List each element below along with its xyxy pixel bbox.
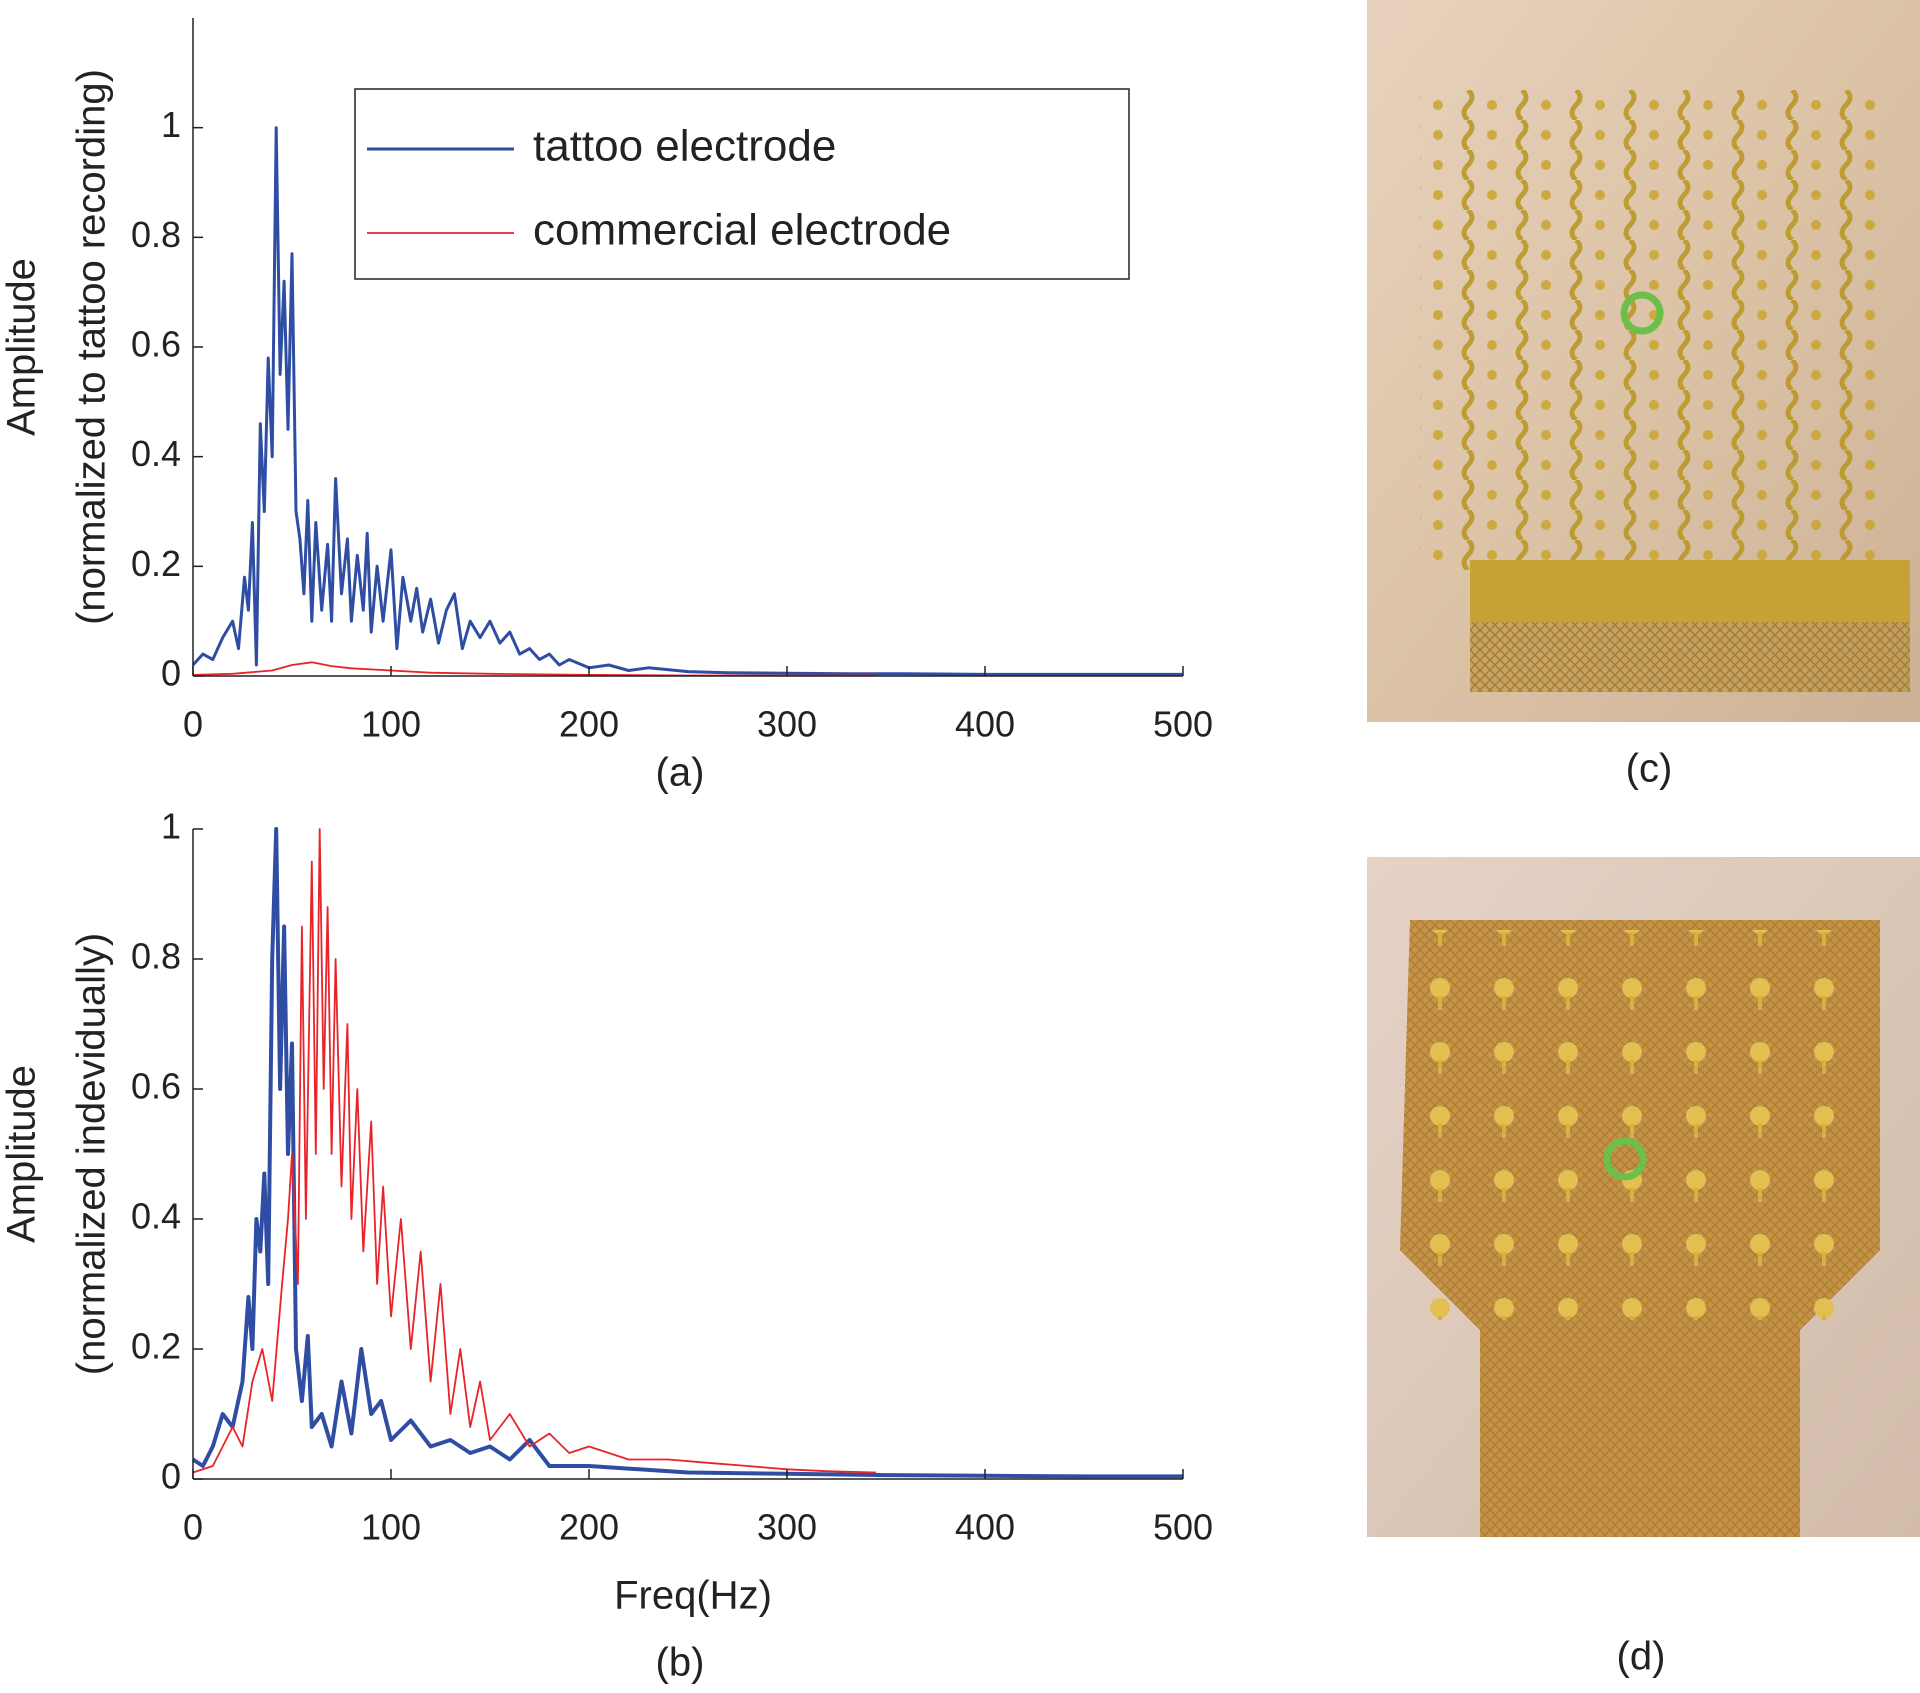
y-tick-label: 0.4 xyxy=(131,433,181,474)
y-axis-label: Amplitude xyxy=(0,1065,44,1243)
y-tick-label: 0.8 xyxy=(131,936,181,977)
y-tick-label: 1 xyxy=(161,104,181,145)
y-tick-label: 0 xyxy=(161,1456,181,1497)
x-tick-label: 400 xyxy=(955,1507,1015,1548)
series-line xyxy=(191,827,1183,1479)
photo-c xyxy=(1367,0,1920,722)
y-tick-label: 0 xyxy=(161,653,181,694)
x-tick-label: 0 xyxy=(183,1507,203,1548)
series-line xyxy=(191,126,1183,676)
x-tick-label: 100 xyxy=(361,1507,421,1548)
chart-caption: (a) xyxy=(656,751,705,795)
x-axis-label: Freq(Hz) xyxy=(614,1574,772,1618)
x-tick-label: 100 xyxy=(361,704,421,745)
y-tick-label: 0.6 xyxy=(131,324,181,365)
x-tick-label: 200 xyxy=(559,1507,619,1548)
x-tick-label: 0 xyxy=(183,704,203,745)
photo-caption: (d) xyxy=(1617,1635,1666,1679)
y-axis-label: (normalized indevidually) xyxy=(70,933,114,1375)
y-tick-label: 0.2 xyxy=(131,1326,181,1367)
y-tick-label: 0.4 xyxy=(131,1196,181,1237)
photo-d xyxy=(1367,857,1920,1537)
legend-box xyxy=(354,88,1130,280)
x-tick-label: 500 xyxy=(1153,1507,1213,1548)
y-axis-label: Amplitude xyxy=(0,258,44,436)
x-tick-label: 500 xyxy=(1153,704,1213,745)
x-tick-label: 200 xyxy=(559,704,619,745)
y-tick-label: 0.8 xyxy=(131,214,181,255)
y-axis-label: (normalized to tattoo recording) xyxy=(70,69,114,625)
x-tick-label: 400 xyxy=(955,704,1015,745)
series-line xyxy=(192,828,877,1474)
chart-caption: (b) xyxy=(656,1641,705,1685)
legend-label: commercial electrode xyxy=(533,206,951,255)
x-tick-label: 300 xyxy=(757,1507,817,1548)
y-tick-label: 0.6 xyxy=(131,1066,181,1107)
photo-caption: (c) xyxy=(1626,747,1673,791)
legend-label: tattoo electrode xyxy=(533,122,836,171)
y-tick-label: 1 xyxy=(161,806,181,847)
x-tick-label: 300 xyxy=(757,704,817,745)
y-tick-label: 0.2 xyxy=(131,543,181,584)
